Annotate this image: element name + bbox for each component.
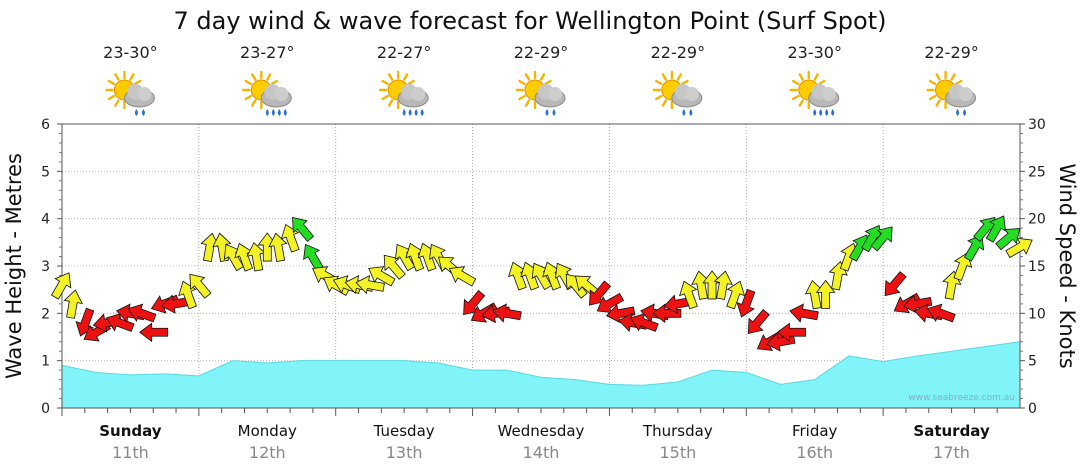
right-tick-label: 0 — [1028, 401, 1037, 417]
wind-arrow — [679, 280, 698, 310]
partly-cloudy-rain-icon — [242, 70, 292, 116]
wind-arrow — [702, 270, 722, 300]
wind-arrow — [985, 215, 1007, 243]
left-tick-label: 6 — [41, 117, 50, 133]
wind-arrow — [492, 303, 522, 323]
left-axis-ticks: 0 1 2 3 4 5 6 — [41, 117, 62, 417]
partly-cloudy-showers-icon — [105, 70, 155, 116]
wind-arrow — [448, 266, 477, 287]
left-axis-title: Wave Height - Metres — [2, 153, 26, 379]
wind-arrow — [63, 289, 83, 319]
wind-arrow — [565, 273, 588, 299]
partly-cloudy-rain-icon — [378, 70, 429, 116]
right-tick-label: 20 — [1028, 212, 1046, 228]
day-date: 14th — [523, 443, 560, 462]
left-tick-label: 1 — [41, 354, 50, 370]
day-temperature: 22-29° — [924, 43, 979, 62]
day-label: Tuesday — [373, 422, 435, 440]
day-label: Wednesday — [498, 422, 585, 440]
wind-arrow — [884, 271, 907, 297]
left-tick-label: 5 — [41, 164, 50, 180]
wind-arrow — [605, 303, 636, 324]
partly-cloudy-showers-icon — [652, 70, 703, 116]
day-temperature: 23-30° — [103, 43, 158, 62]
day-date: 13th — [386, 443, 423, 462]
wind-arrow — [691, 270, 711, 300]
right-tick-label: 30 — [1028, 117, 1046, 133]
day-date: 11th — [112, 443, 149, 462]
left-tick-label: 0 — [41, 401, 50, 417]
wind-arrow — [355, 275, 385, 295]
wind-arrow — [1005, 237, 1033, 259]
day-label: Thursday — [642, 422, 713, 440]
day-temperature: 22-27° — [377, 43, 432, 62]
chart-title: 7 day wind & wave forecast for Wellingto… — [173, 7, 886, 35]
day-temperature: 22-29° — [514, 43, 569, 62]
wind-arrow — [815, 279, 836, 309]
day-date: 12th — [249, 443, 286, 462]
partly-cloudy-showers-icon — [926, 70, 977, 116]
wind-arrow — [747, 308, 770, 335]
wind-arrow — [713, 270, 733, 300]
day-date: 15th — [659, 443, 696, 462]
day-columns: 23-30° Sunday 11th 23-27° Monday 12th 22-27° Tu… — [61, 43, 998, 462]
wind-arrow — [405, 242, 425, 272]
left-tick-label: 2 — [41, 306, 50, 322]
wind-arrow — [257, 232, 278, 262]
wind-arrow — [246, 242, 266, 272]
wind-arrow — [542, 261, 562, 291]
wind-arrow — [589, 280, 612, 306]
wind-arrow — [902, 294, 933, 314]
wind-arrow — [50, 272, 72, 300]
right-tick-label: 10 — [1028, 306, 1046, 322]
wind-arrow — [463, 290, 486, 316]
wind-arrow — [995, 228, 1021, 251]
wind-arrow — [926, 303, 956, 323]
right-axis-title: Wind Speed - Knots — [1055, 163, 1079, 368]
day-temperature: 22-29° — [651, 43, 706, 62]
right-tick-label: 25 — [1028, 164, 1046, 180]
wind-arrow — [629, 313, 659, 332]
day-label: Sunday — [99, 422, 162, 440]
day-label: Monday — [238, 422, 297, 440]
day-label: Friday — [792, 422, 838, 440]
watermark: www.seabreeze.com.au — [908, 393, 1015, 403]
right-tick-label: 15 — [1028, 259, 1046, 275]
wave-height-series — [61, 341, 1021, 409]
wind-arrow — [127, 303, 157, 323]
wind-arrow — [776, 322, 806, 343]
wind-arrow — [736, 288, 756, 318]
partly-cloudy-showers-icon — [515, 70, 566, 116]
partly-cloudy-rain-icon — [789, 70, 840, 116]
wind-arrow — [804, 279, 825, 310]
wind-arrow — [234, 242, 254, 272]
right-axis-ticks: 0 5 10 15 20 25 30 — [1020, 117, 1046, 417]
wind-arrow — [292, 216, 315, 242]
day-date: 17th — [933, 443, 970, 462]
wind-arrow — [789, 303, 819, 323]
wind-arrow — [507, 261, 527, 291]
wind-arrow — [139, 322, 169, 343]
left-tick-label: 4 — [41, 212, 50, 228]
day-temperature: 23-30° — [787, 43, 842, 62]
wave-height-area — [61, 341, 1021, 409]
wind-arrow — [870, 226, 893, 252]
wind-arrow — [963, 234, 985, 262]
wind-arrow — [303, 243, 324, 272]
wind-arrow — [368, 266, 396, 287]
wind-arrow — [189, 273, 212, 299]
left-tick-label: 3 — [41, 259, 50, 275]
wind-arrow — [200, 232, 220, 263]
day-temperature: 23-27° — [240, 43, 295, 62]
right-tick-label: 5 — [1028, 354, 1037, 370]
wind-arrow — [383, 254, 406, 280]
day-label: Saturday — [913, 422, 990, 440]
wind-arrow — [652, 303, 682, 324]
wind-speed-series — [50, 215, 1033, 352]
wind-arrow — [596, 292, 625, 314]
day-date: 16th — [796, 443, 833, 462]
wind-arrow — [726, 280, 746, 310]
wind-arrow — [105, 313, 135, 332]
